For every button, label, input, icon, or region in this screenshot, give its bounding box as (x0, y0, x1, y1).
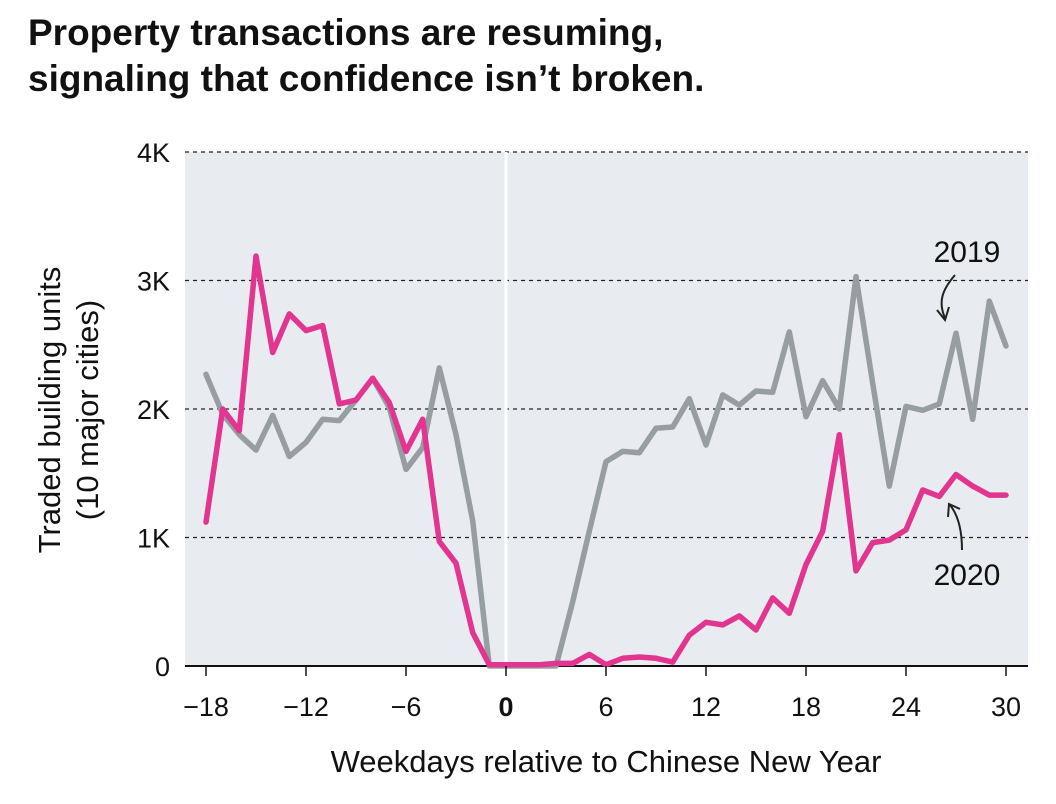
arrow-2020 (949, 504, 963, 551)
legend-label-2019: 2019 (934, 236, 1001, 269)
x-tick-label: 24 (891, 692, 921, 722)
y-axis-ticks: 0 1K 2K 3K 4K (137, 138, 170, 682)
title-line-1: Property transactions are resuming, (28, 12, 664, 53)
y-tick-label: 2K (137, 395, 170, 425)
arrow-head-2020 (947, 502, 961, 518)
arrow-2019 (940, 274, 956, 319)
y-tick-label: 3K (137, 267, 170, 297)
y-tick-label: 1K (137, 524, 170, 554)
y-tick-label: 4K (137, 138, 170, 168)
x-tick-label: −6 (391, 692, 422, 722)
series-line-2020 (203, 253, 1009, 668)
arrow-head-2019 (936, 306, 950, 323)
y-axis-title-line-1: Traded building units (32, 267, 67, 554)
x-axis-title: Weekdays relative to Chinese New Year (331, 744, 882, 779)
series-line-2019 (203, 273, 1009, 669)
x-tick-label: 0 (498, 692, 513, 722)
x-axis-ticks: −18 −12 −6 0 6 12 18 24 30 (183, 666, 1021, 722)
x-tick-label: −12 (283, 692, 329, 722)
series-lines (203, 253, 1009, 669)
x-tick-label: 6 (598, 692, 613, 722)
x-tick-label: 18 (791, 692, 821, 722)
chart-title: Property transactions are resuming, sign… (28, 10, 1028, 102)
x-tick-label: 12 (691, 692, 721, 722)
x-tick-label: −18 (183, 692, 229, 722)
title-line-2: signaling that confidence isn’t broken. (28, 58, 705, 99)
plot-background (185, 152, 1028, 666)
legend-label-2020: 2020 (934, 559, 1001, 592)
y-tick-label: 0 (155, 652, 170, 682)
x-tick-label: 30 (991, 692, 1021, 722)
y-axis-title-line-2: (10 major cities) (70, 300, 105, 521)
